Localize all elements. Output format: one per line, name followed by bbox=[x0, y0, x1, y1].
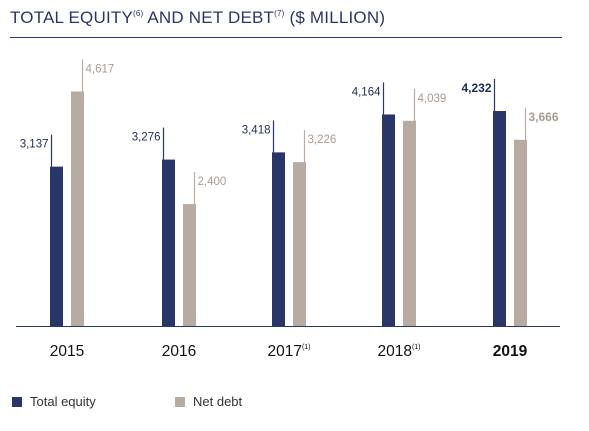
data-label-equity-2017: 3,418 bbox=[242, 124, 271, 136]
data-label-equity-2018: 4,164 bbox=[352, 86, 381, 98]
bar-equity-2017 bbox=[272, 152, 285, 326]
legend-item-total-equity: Total equity bbox=[12, 394, 96, 409]
bar-debt-2017 bbox=[293, 162, 306, 326]
data-label-debt-2017: 3,226 bbox=[308, 134, 337, 146]
tick-label-2015: 2015 bbox=[50, 343, 84, 360]
data-label-equity-2015: 3,137 bbox=[20, 139, 49, 151]
bar-debt-2018 bbox=[403, 120, 416, 326]
bar-chart: 3,137 4,617 2015 3,276 2,400 2016 3,418 3,226 20… bbox=[16, 59, 560, 360]
legend-label-total-equity: Total equity bbox=[30, 394, 96, 409]
chart-title: TOTAL EQUITY(6) AND NET DEBT(7) ($ MILLI… bbox=[10, 8, 386, 27]
legend-label-net-debt: Net debt bbox=[193, 394, 243, 409]
bar-equity-2015 bbox=[50, 166, 63, 326]
bar-equity-2016 bbox=[162, 159, 175, 326]
data-label-equity-2019: 4,232 bbox=[461, 81, 491, 95]
tick-label-2017: 2017(1) bbox=[267, 343, 310, 360]
tick-label-2019: 2019 bbox=[493, 343, 528, 360]
bar-debt-2016 bbox=[183, 204, 196, 326]
data-label-debt-2016: 2,400 bbox=[198, 176, 227, 188]
data-label-debt-2018: 4,039 bbox=[418, 93, 447, 105]
legend-item-net-debt: Net debt bbox=[175, 394, 242, 409]
legend-swatch-net-debt bbox=[175, 397, 185, 407]
tick-label-2018: 2018(1) bbox=[377, 343, 420, 360]
data-label-debt-2019: 3,666 bbox=[529, 110, 559, 124]
title-divider bbox=[10, 37, 562, 38]
bar-equity-2018 bbox=[382, 114, 395, 326]
data-label-equity-2016: 3,276 bbox=[132, 132, 161, 144]
bar-debt-2015 bbox=[71, 91, 84, 327]
bar-equity-2019 bbox=[493, 111, 506, 326]
tick-label-2016: 2016 bbox=[162, 343, 196, 360]
legend-swatch-total-equity bbox=[12, 397, 22, 407]
bar-debt-2019 bbox=[514, 139, 527, 326]
data-label-debt-2015: 4,617 bbox=[86, 63, 115, 75]
